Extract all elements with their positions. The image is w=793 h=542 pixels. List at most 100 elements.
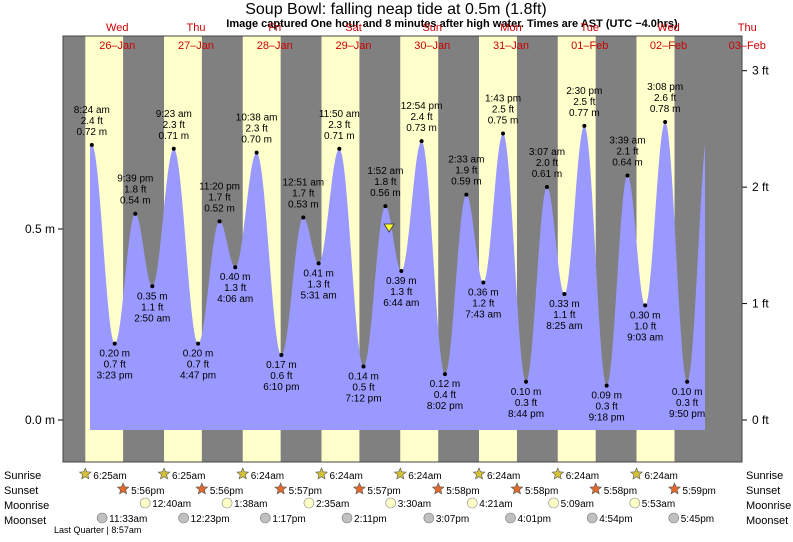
- high-tide-label: 0.70 m: [241, 135, 272, 146]
- sunrise-time: 6:24am: [408, 471, 441, 482]
- low-tide-label: 7:12 pm: [345, 394, 381, 405]
- sunset-icon: [352, 482, 366, 495]
- high-tide-label: 2.4 ft: [410, 112, 432, 123]
- sunset-icon: [431, 482, 445, 495]
- row-label-right-moonset: Moonset: [746, 515, 788, 527]
- moonrise-time: 3:30am: [398, 499, 431, 510]
- moonrise-icon: [139, 497, 151, 509]
- high-tide-label: 9:39 pm: [117, 174, 153, 185]
- extreme-marker: [685, 379, 690, 384]
- high-tide-label: 3:39 am: [609, 136, 645, 147]
- moonrise-icon: [548, 497, 559, 509]
- extreme-marker: [133, 211, 138, 216]
- row-label-moonset: Moonset: [4, 515, 46, 527]
- low-tide-label: 9:03 am: [627, 332, 663, 343]
- high-tide-label: 1:52 am: [367, 166, 403, 177]
- current-level-marker: [383, 223, 395, 233]
- high-tide-label: 0.77 m: [569, 108, 600, 119]
- moonset-icon: [423, 512, 435, 524]
- sunset-time: 5:59pm: [683, 486, 716, 497]
- low-tide-label: 4:47 pm: [180, 371, 216, 382]
- high-tide-label: 0.56 m: [370, 188, 401, 199]
- moonrise-time: 4:21am: [479, 499, 512, 510]
- moonset-icon: [96, 512, 108, 524]
- extreme-marker: [562, 291, 567, 296]
- high-tide-label: 1.9 ft: [455, 166, 477, 177]
- low-tide-label: 1.2 ft: [472, 298, 494, 309]
- extreme-marker: [419, 139, 424, 144]
- extreme-marker: [582, 123, 587, 128]
- date-label: 30–Jan: [414, 40, 450, 52]
- high-tide-label: 2:33 am: [448, 155, 484, 166]
- moonrise-icon: [385, 497, 397, 509]
- low-tide-label: 2:50 am: [134, 313, 170, 324]
- low-tide-label: 9:18 pm: [589, 413, 625, 424]
- low-tide-label: 0.4 ft: [434, 390, 456, 401]
- high-tide-label: 12:54 pm: [401, 101, 443, 112]
- moonset-icon: [586, 512, 598, 524]
- moonset-icon: [668, 512, 680, 524]
- chart-subtitle: Image captured One hour and 8 minutes af…: [226, 18, 678, 30]
- moonset-time: 12:23pm: [191, 514, 230, 525]
- day-of-week-label: Sat: [345, 22, 362, 34]
- moonrise-icon: [629, 497, 641, 509]
- high-tide-label: 0.53 m: [288, 200, 319, 211]
- sunset-icon: [668, 482, 681, 495]
- sunset-icon: [589, 482, 603, 495]
- low-tide-label: 1.3 ft: [390, 287, 412, 298]
- extreme-marker: [301, 215, 306, 220]
- extreme-marker: [464, 192, 469, 197]
- high-tide-label: 11:50 am: [319, 109, 360, 120]
- low-tide-label: 0.12 m: [430, 379, 461, 390]
- moonset-icon: [505, 512, 516, 524]
- high-tide-label: 2.5 ft: [573, 97, 595, 108]
- extreme-marker: [361, 364, 366, 369]
- sunrise-time: 6:24am: [330, 471, 363, 482]
- moonset-time: 3:07pm: [436, 514, 469, 525]
- left-axis-tick-label: 0.0 m: [25, 413, 55, 427]
- day-of-week-label: Wed: [106, 22, 128, 34]
- sunrise-time: 6:24am: [487, 471, 520, 482]
- right-axis-tick-label: 2 ft: [752, 180, 769, 194]
- high-tide-label: 2.3 ft: [246, 124, 268, 135]
- low-tide-label: 0.14 m: [348, 372, 379, 383]
- high-tide-label: 1:43 pm: [485, 94, 521, 105]
- low-tide-label: 0.30 m: [630, 310, 661, 321]
- date-label: 03–Feb: [729, 40, 766, 52]
- extreme-marker: [481, 280, 486, 285]
- extreme-marker: [442, 372, 447, 377]
- sunrise-time: 6:24am: [251, 471, 284, 482]
- high-tide-label: 12:51 am: [282, 178, 324, 189]
- day-of-week-label: Tue: [580, 22, 599, 34]
- extreme-marker: [150, 284, 155, 289]
- high-tide-label: 0.52 m: [204, 203, 235, 214]
- high-tide-label: 2:30 pm: [566, 86, 602, 97]
- sunset-time: 5:58pm: [525, 486, 558, 497]
- sunset-time: 5:56pm: [210, 486, 243, 497]
- low-tide-label: 5:31 am: [301, 290, 337, 301]
- tide-water-area: [90, 122, 705, 430]
- high-tide-label: 2.4 ft: [81, 116, 103, 127]
- low-tide-label: 3:23 pm: [97, 371, 133, 382]
- high-tide-label: 11:20 pm: [199, 181, 240, 192]
- high-tide-label: 1.7 ft: [208, 192, 230, 203]
- low-tide-label: 0.6 ft: [270, 371, 292, 382]
- right-axis-tick-label: 3 ft: [752, 64, 769, 78]
- sunset-icon: [116, 482, 130, 495]
- date-label: 02–Feb: [650, 40, 687, 52]
- low-tide-label: 9:50 pm: [669, 409, 705, 420]
- sunrise-icon: [393, 467, 407, 480]
- high-tide-label: 2.3 ft: [328, 120, 350, 131]
- low-tide-label: 0.10 m: [511, 387, 542, 398]
- moonset-time: 4:01pm: [518, 514, 551, 525]
- low-tide-label: 0.7 ft: [104, 360, 126, 371]
- moonrise-icon: [303, 497, 315, 509]
- extreme-marker: [233, 265, 238, 270]
- low-tide-label: 8:02 pm: [427, 401, 463, 412]
- extreme-marker: [316, 261, 321, 266]
- high-tide-label: 2.3 ft: [163, 120, 185, 131]
- moonset-icon: [260, 512, 271, 524]
- chart-title: Soup Bowl: falling neap tide at 0.5m (1.…: [245, 1, 547, 18]
- low-tide-label: 8:44 pm: [508, 409, 544, 420]
